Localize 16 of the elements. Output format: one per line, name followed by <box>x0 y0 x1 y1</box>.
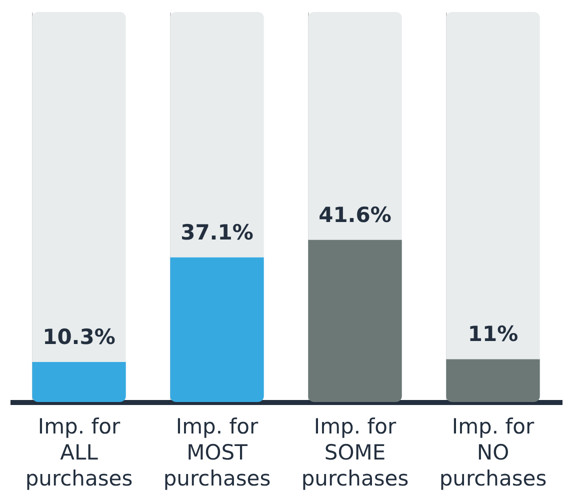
bar <box>170 12 264 258</box>
bar <box>32 12 126 362</box>
bar <box>446 12 540 360</box>
data-label: 10.3% <box>42 324 116 349</box>
x-tick-label: Imp. for NO purchases <box>439 414 547 490</box>
x-tick-label: Imp. for MOST purchases <box>163 414 271 490</box>
data-label: 37.1% <box>180 220 254 244</box>
bar <box>308 240 402 402</box>
bar <box>308 12 402 240</box>
bar <box>170 257 264 402</box>
bar <box>446 359 540 402</box>
x-tick-label: Imp. for ALL purchases <box>25 414 133 490</box>
bar <box>32 362 126 402</box>
x-tick-label: Imp. for SOME purchases <box>301 414 409 490</box>
data-label: 11% <box>468 322 518 346</box>
data-label: 41.6% <box>318 202 392 227</box>
